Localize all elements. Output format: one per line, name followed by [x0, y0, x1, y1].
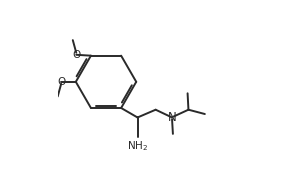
Text: NH$_2$: NH$_2$	[127, 139, 148, 152]
Text: O: O	[72, 50, 80, 60]
Text: N: N	[168, 111, 177, 124]
Text: O: O	[57, 77, 65, 87]
